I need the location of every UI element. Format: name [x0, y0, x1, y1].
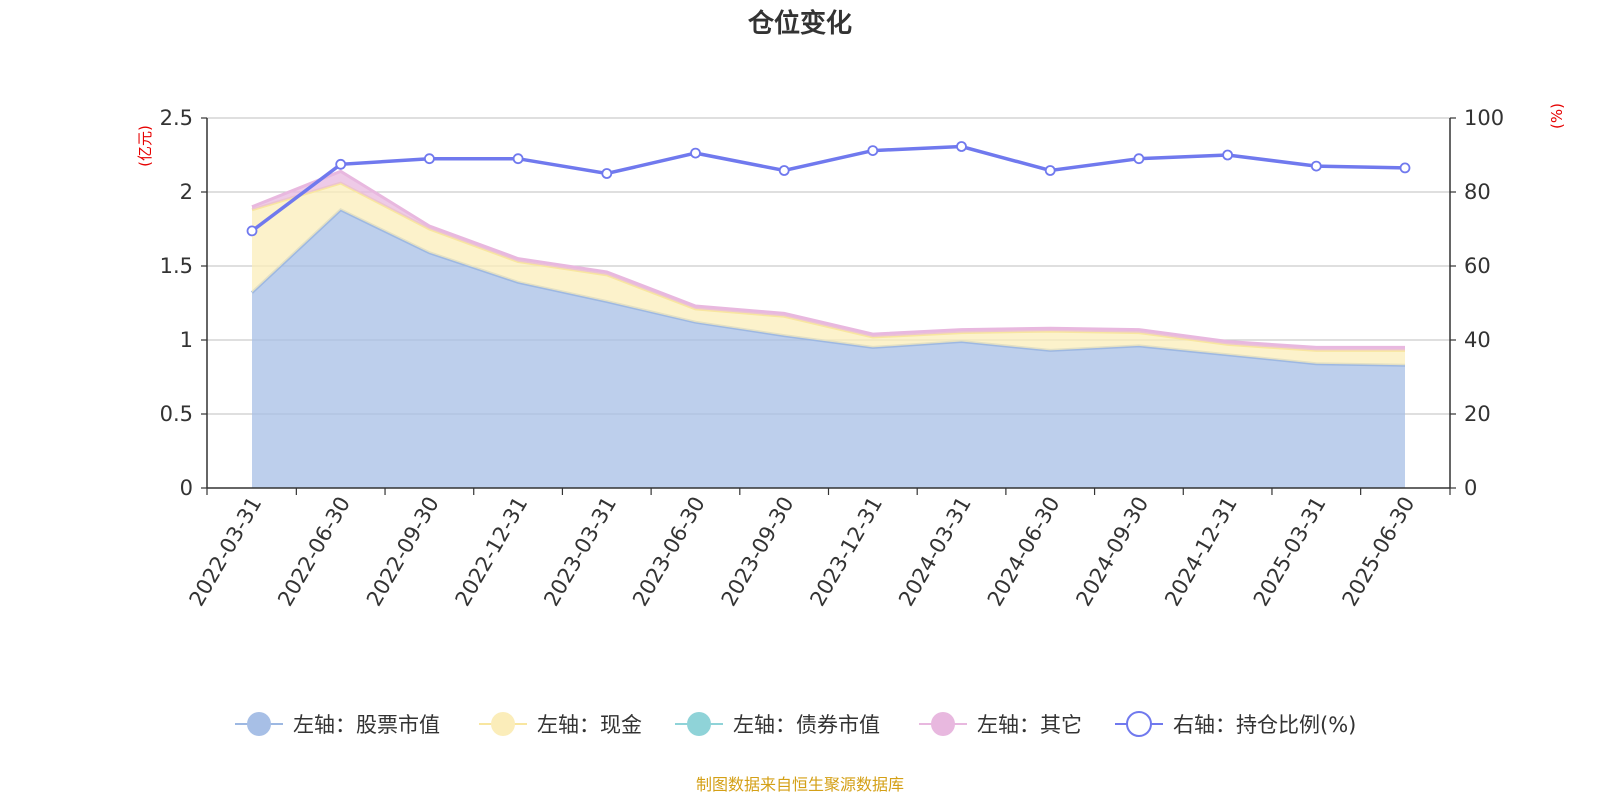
legend-item-1: 左轴：现金 — [479, 712, 642, 737]
legend-item-0: 左轴：股票市值 — [235, 712, 440, 737]
ratio-point — [1399, 162, 1411, 174]
ratio-point — [335, 158, 347, 170]
x-axis-tick-label: 2025-03-31 — [1249, 493, 1331, 611]
ratio-point — [423, 153, 435, 165]
left-axis-tick-label: 0.5 — [160, 402, 193, 426]
legend-label: 右轴：持仓比例(%) — [1173, 713, 1356, 737]
x-axis-tick-label: 2023-09-30 — [717, 493, 799, 611]
x-axis-tick-label: 2025-06-30 — [1338, 493, 1420, 611]
ratio-point — [1310, 160, 1322, 172]
right-axis-tick-label: 40 — [1464, 328, 1491, 352]
legend-label: 左轴：其它 — [977, 713, 1082, 737]
left-axis-tick-label: 1 — [180, 328, 193, 352]
area-series-0 — [252, 209, 1405, 489]
x-axis-tick-label: 2023-12-31 — [805, 493, 887, 611]
left-axis-tick-label: 2 — [180, 180, 193, 204]
ratio-point — [956, 141, 967, 152]
x-axis-tick-label: 2022-03-31 — [185, 493, 267, 611]
legend-item-4: 右轴：持仓比例(%) — [1115, 711, 1356, 737]
right-axis-unit: (%) — [1548, 103, 1566, 129]
legend: 左轴：股票市值 左轴：现金 左轴：债券市值 左轴：其它 右轴：持仓比例(%) — [235, 711, 1356, 737]
x-axis-tick-label: 2024-03-31 — [894, 493, 976, 611]
x-axis-tick-label: 2023-03-31 — [539, 493, 621, 611]
x-axis-tick-label: 2022-12-31 — [451, 493, 533, 611]
area-edge-series-3 — [251, 169, 1405, 349]
x-axis-tick-label: 2024-12-31 — [1160, 493, 1242, 611]
x-axis-tick-label: 2023-06-30 — [628, 493, 710, 611]
legend-marker — [931, 712, 955, 736]
legend-marker — [247, 712, 271, 736]
legend-item-2: 左轴：债券市值 — [675, 712, 880, 737]
x-axis-tick-label: 2022-06-30 — [273, 493, 355, 611]
right-axis-tick-label: 100 — [1464, 106, 1504, 130]
x-axis-tick-label: 2022-09-30 — [362, 493, 444, 611]
ratio-point — [1133, 153, 1145, 165]
ratio-point — [690, 147, 701, 159]
right-axis-tick-label: 80 — [1464, 180, 1491, 204]
legend-marker — [1126, 711, 1152, 737]
ratio-point — [1044, 165, 1056, 176]
legend-marker — [687, 712, 711, 736]
right-axis-tick-label: 20 — [1464, 402, 1491, 426]
legend-item-3: 左轴：其它 — [919, 712, 1082, 737]
legend-label: 左轴：股票市值 — [293, 713, 440, 737]
stacked-areas — [250, 169, 1406, 489]
legend-marker — [491, 712, 515, 736]
data-source-note: 制图数据来自恒生聚源数据库 — [696, 775, 904, 794]
x-axis-tick-label: 2024-09-30 — [1071, 493, 1153, 611]
ratio-line — [250, 144, 1406, 233]
right-axis-tick-label: 60 — [1464, 254, 1491, 278]
chart-title: 仓位变化 — [747, 8, 852, 39]
ratio-point — [1222, 149, 1233, 161]
x-axis-tick-label: 2024-06-30 — [983, 493, 1065, 611]
left-axis-tick-label: 1.5 — [160, 254, 193, 278]
ratio-point — [246, 225, 258, 237]
ratio-point — [512, 153, 524, 165]
ratio-point — [601, 168, 613, 179]
left-axis-tick-label: 0 — [180, 476, 193, 500]
legend-label: 左轴：债券市值 — [733, 713, 880, 737]
left-axis-tick-label: 2.5 — [160, 106, 193, 130]
ratio-point — [778, 165, 790, 176]
ratio-line-layer — [246, 141, 1411, 237]
area-series-1 — [252, 183, 1405, 366]
legend-label: 左轴：现金 — [537, 713, 642, 737]
left-axis-unit: (亿元) — [136, 125, 154, 167]
right-axis-tick-label: 0 — [1464, 476, 1477, 500]
ratio-point — [867, 145, 879, 157]
